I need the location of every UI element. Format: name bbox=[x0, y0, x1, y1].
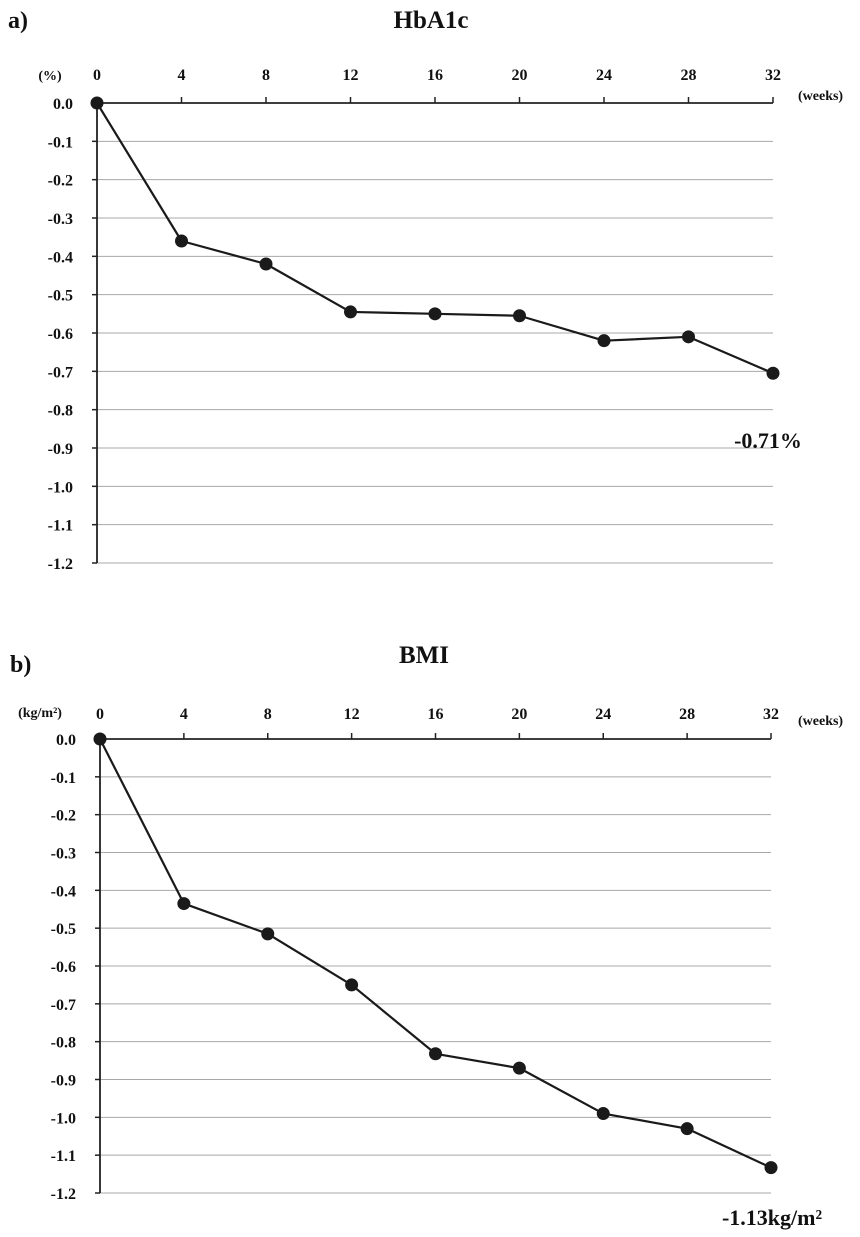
data-point bbox=[764, 1161, 778, 1175]
x-tick-label: 0 bbox=[93, 67, 101, 84]
y-tick-label: -0.3 bbox=[51, 846, 76, 863]
y-tick-label: -0.2 bbox=[48, 173, 73, 190]
panel-label: a) bbox=[8, 8, 28, 34]
end-value-annotation: -1.13kg/m² bbox=[722, 1205, 823, 1230]
y-tick-label: -0.4 bbox=[48, 249, 73, 266]
data-point bbox=[177, 897, 191, 911]
y-tick-label: -0.9 bbox=[51, 1073, 76, 1090]
y-tick-label: -1.2 bbox=[48, 556, 73, 573]
data-point bbox=[90, 96, 104, 110]
data-point bbox=[682, 330, 695, 344]
data-point bbox=[597, 334, 611, 348]
data-point bbox=[93, 732, 107, 746]
x-unit-label: (weeks) bbox=[798, 89, 843, 104]
x-tick-label: 20 bbox=[511, 706, 527, 723]
x-tick-label: 8 bbox=[262, 67, 270, 84]
data-point bbox=[512, 1061, 526, 1075]
x-tick-label: 8 bbox=[264, 706, 272, 723]
y-tick-label: -0.4 bbox=[51, 883, 76, 900]
data-point bbox=[345, 978, 359, 992]
y-tick-label: 0.0 bbox=[56, 732, 76, 749]
y-tick-label: -0.5 bbox=[51, 921, 76, 938]
panel-label: b) bbox=[10, 652, 31, 678]
chart-title: BMI bbox=[399, 642, 449, 669]
data-point bbox=[429, 1047, 442, 1061]
y-tick-label: -0.7 bbox=[48, 364, 73, 381]
y-tick-label: 0.0 bbox=[53, 96, 73, 113]
y-unit-label: (%) bbox=[38, 69, 62, 84]
x-tick-label: 12 bbox=[343, 67, 359, 84]
data-point bbox=[175, 234, 188, 248]
y-tick-label: -0.2 bbox=[51, 808, 76, 825]
data-point bbox=[766, 366, 780, 380]
data-point bbox=[513, 309, 526, 323]
y-tick-label: -0.7 bbox=[51, 997, 76, 1014]
y-tick-label: -0.8 bbox=[48, 403, 73, 420]
x-tick-label: 4 bbox=[178, 67, 186, 84]
x-tick-label: 32 bbox=[765, 67, 781, 84]
data-point bbox=[596, 1107, 610, 1121]
y-tick-label: -0.1 bbox=[48, 134, 73, 151]
y-tick-label: -1.0 bbox=[48, 479, 73, 496]
y-tick-label: -0.5 bbox=[48, 288, 73, 305]
data-point bbox=[680, 1122, 694, 1136]
data-point bbox=[344, 305, 357, 319]
y-tick-label: -1.0 bbox=[51, 1110, 76, 1127]
y-tick-label: -0.6 bbox=[51, 959, 76, 976]
x-tick-label: 24 bbox=[596, 67, 612, 84]
series-line bbox=[99, 738, 772, 1169]
x-tick-label: 12 bbox=[344, 706, 360, 723]
x-tick-label: 32 bbox=[763, 706, 779, 723]
chart-title: HbA1c bbox=[394, 7, 469, 34]
x-tick-label: 28 bbox=[681, 67, 697, 84]
data-point bbox=[261, 927, 275, 941]
x-tick-label: 24 bbox=[595, 706, 611, 723]
y-tick-label: -1.1 bbox=[51, 1148, 76, 1165]
x-tick-label: 16 bbox=[428, 706, 444, 723]
x-tick-label: 20 bbox=[512, 67, 528, 84]
y-tick-label: -0.1 bbox=[51, 770, 76, 787]
end-value-annotation: -0.71% bbox=[734, 428, 802, 453]
x-tick-label: 0 bbox=[96, 706, 104, 723]
x-tick-label: 4 bbox=[180, 706, 188, 723]
y-tick-label: -1.2 bbox=[51, 1186, 76, 1203]
y-tick-label: -0.8 bbox=[51, 1035, 76, 1052]
y-tick-label: -0.3 bbox=[48, 211, 73, 228]
y-tick-label: -1.1 bbox=[48, 518, 73, 535]
x-tick-label: 16 bbox=[427, 67, 443, 84]
x-unit-label: (weeks) bbox=[798, 714, 843, 729]
y-unit-label: (kg/m²) bbox=[18, 706, 62, 721]
y-tick-label: -0.6 bbox=[48, 326, 73, 343]
y-tick-label: -0.9 bbox=[48, 441, 73, 458]
data-point bbox=[259, 257, 273, 271]
x-tick-label: 28 bbox=[679, 706, 695, 723]
data-point bbox=[428, 307, 442, 321]
